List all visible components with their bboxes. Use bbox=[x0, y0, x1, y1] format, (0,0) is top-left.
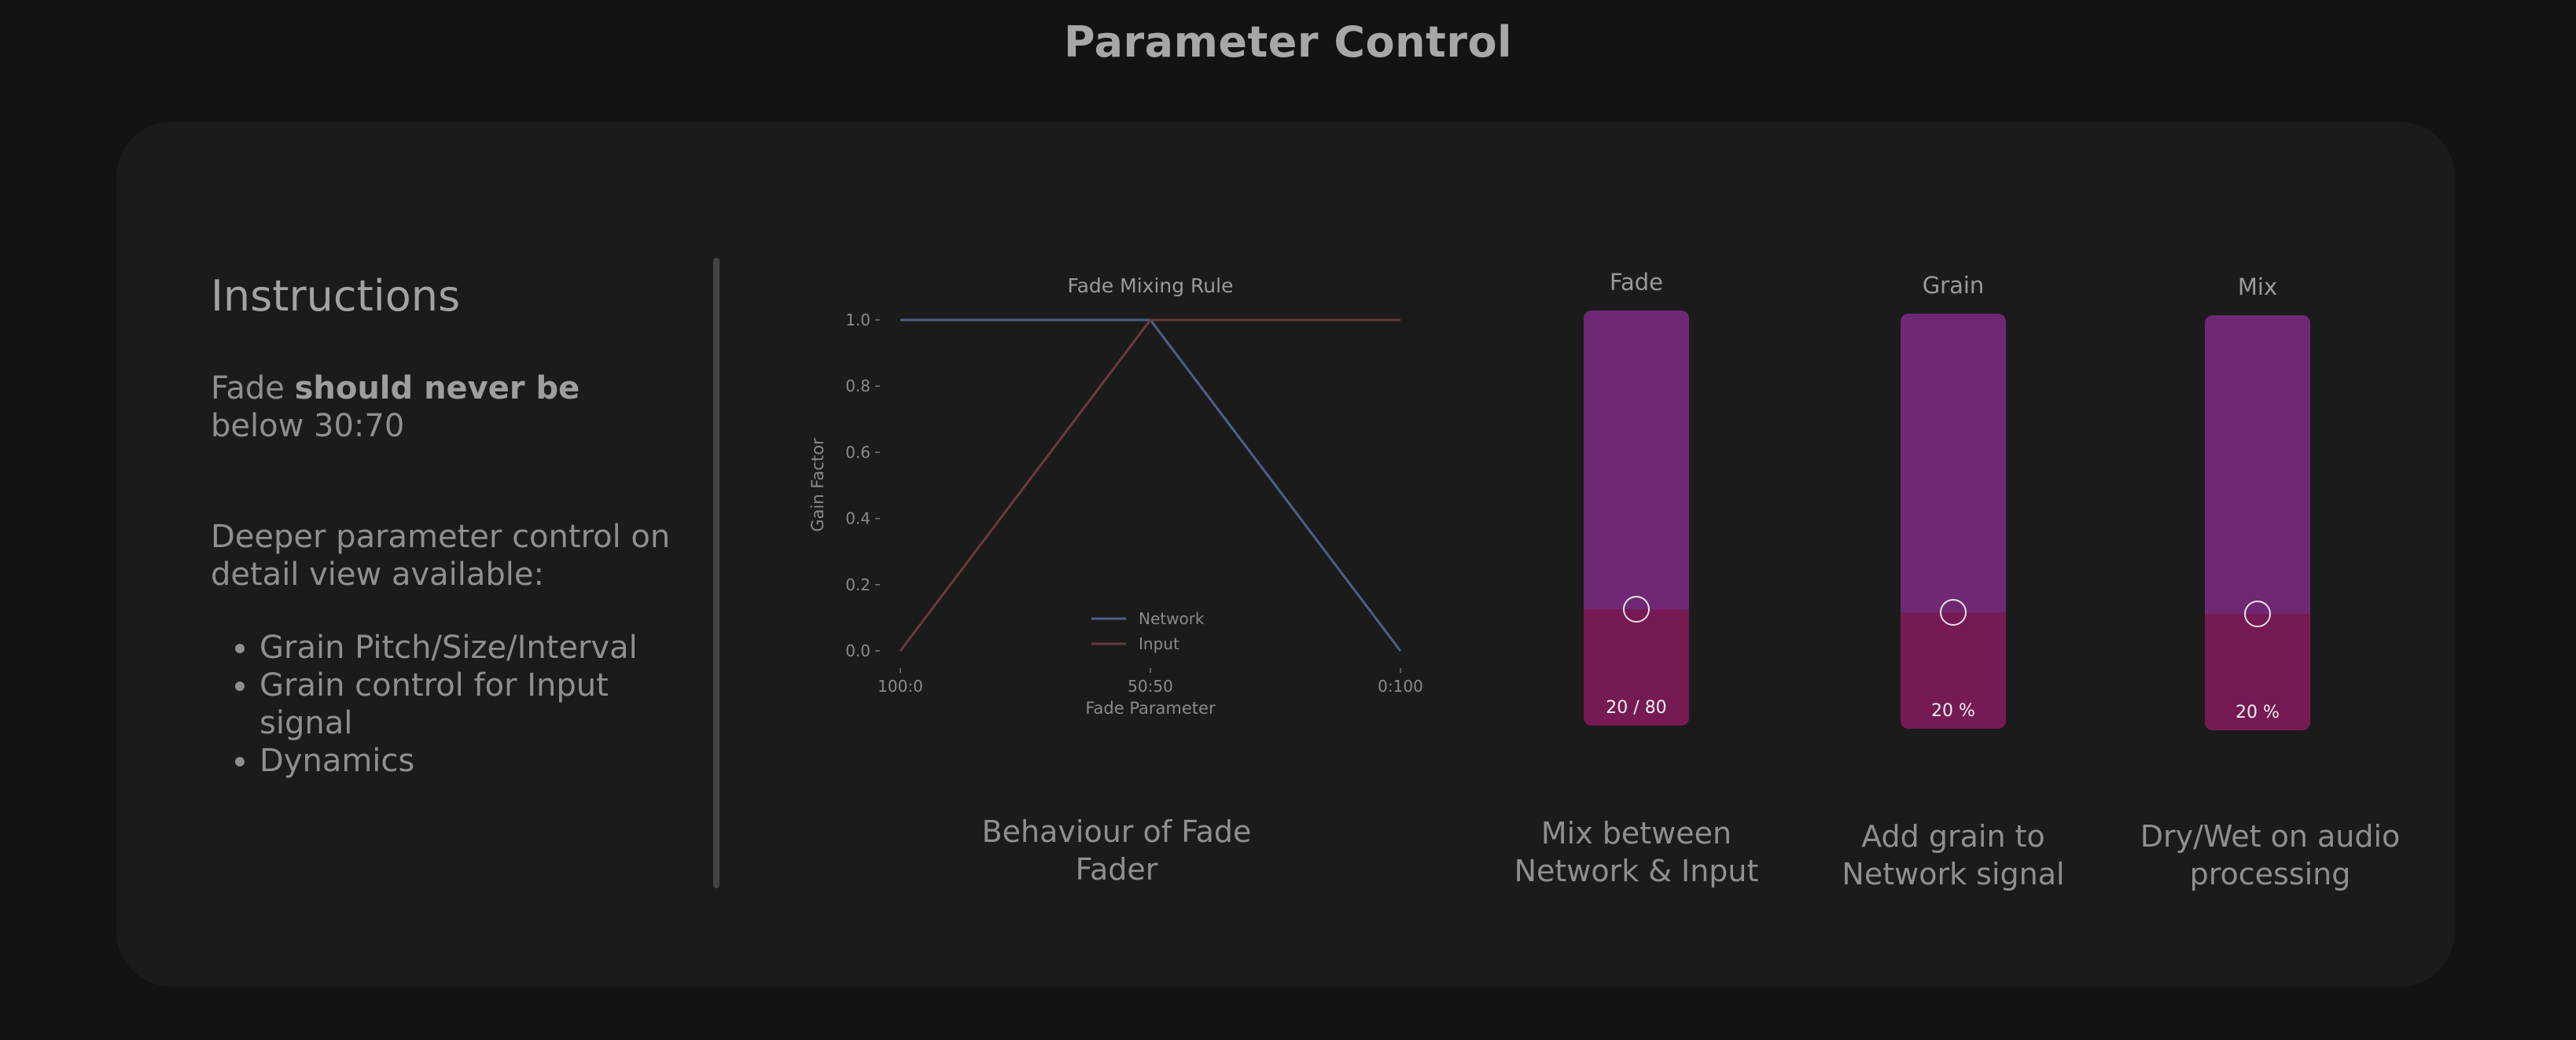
fade-mixing-chart: Fade Mixing Rule Gain Factor Fade Parame… bbox=[802, 263, 1447, 735]
fade-slider-value: 20 / 80 bbox=[1606, 698, 1667, 718]
list-item: Grain control for Input signal bbox=[259, 667, 698, 742]
chart-caption: Behaviour of Fade Fader bbox=[981, 814, 1252, 887]
content-panel bbox=[116, 122, 2455, 987]
grain-slider-handle[interactable] bbox=[1940, 599, 1967, 626]
grain-slider-fill bbox=[1901, 612, 2006, 729]
fade-slider[interactable]: 20 / 80 bbox=[1584, 311, 1689, 726]
x-tick-label: 50:50 bbox=[1128, 677, 1173, 696]
list-item: Dynamics bbox=[259, 742, 698, 780]
y-tick-label: 0.0 bbox=[845, 641, 870, 660]
grain-fader-label: Grain bbox=[1922, 272, 1985, 299]
chart-title: Fade Mixing Rule bbox=[1068, 274, 1234, 297]
chart-xlabel: Fade Parameter bbox=[1085, 699, 1216, 718]
grain-slider[interactable]: 20 % bbox=[1901, 314, 2006, 729]
chart-legend: Network Input bbox=[1091, 609, 1205, 653]
y-tick-label: 1.0 bbox=[845, 311, 870, 329]
legend-label: Network bbox=[1139, 609, 1205, 628]
mix-slider-handle[interactable] bbox=[2244, 601, 2271, 627]
grain-caption: Add grain to Network signal bbox=[1842, 819, 2065, 891]
page-title: Parameter Control bbox=[1063, 17, 1513, 67]
fade-warning-bold: should never be bbox=[294, 370, 580, 406]
list-item: Grain Pitch/Size/Interval bbox=[259, 629, 698, 667]
section-divider bbox=[713, 258, 719, 888]
legend-label: Input bbox=[1139, 634, 1179, 653]
instructions-heading: Instructions bbox=[211, 271, 461, 321]
chart-lines bbox=[899, 318, 1402, 652]
feature-list: Grain Pitch/Size/Interval Grain control … bbox=[211, 629, 698, 780]
chart-ylabel: Gain Factor bbox=[808, 438, 827, 532]
chart-axes: 0.0 0.2 0.4 0.6 0.8 1.0 100:0 50:50 0:100 bbox=[845, 311, 1423, 696]
detail-view-note: Deeper parameter control on detail view … bbox=[211, 519, 671, 593]
y-tick-label: 0.8 bbox=[845, 377, 870, 395]
fade-warning-suffix: below 30:70 bbox=[211, 408, 405, 444]
series-line-input bbox=[899, 318, 1400, 652]
grain-slider-value: 20 % bbox=[1931, 701, 1975, 721]
mix-fader-label: Mix bbox=[2237, 274, 2278, 300]
x-tick-label: 100:0 bbox=[878, 677, 923, 696]
mix-slider-fill bbox=[2205, 614, 2310, 730]
instructions-section: Instructions Fade should never be below 3… bbox=[211, 271, 698, 780]
fade-slider-fill bbox=[1584, 609, 1689, 726]
fade-caption: Mix between Network & Input bbox=[1514, 816, 1759, 888]
series-line-network bbox=[900, 318, 1402, 652]
y-tick-label: 0.6 bbox=[845, 443, 870, 461]
fade-fader-label: Fade bbox=[1609, 269, 1664, 296]
fade-warning-prefix: Fade bbox=[211, 370, 295, 406]
mix-slider[interactable]: 20 % bbox=[2205, 315, 2310, 730]
x-tick-label: 0:100 bbox=[1378, 677, 1423, 696]
y-tick-label: 0.2 bbox=[845, 575, 870, 594]
mix-caption: Dry/Wet on audio processing bbox=[2140, 819, 2401, 891]
chart-svg: Fade Mixing Rule Gain Factor Fade Parame… bbox=[808, 274, 1423, 718]
fade-warning: Fade should never be below 30:70 bbox=[211, 369, 698, 445]
y-tick-label: 0.4 bbox=[845, 509, 870, 528]
fade-slider-handle[interactable] bbox=[1623, 596, 1650, 623]
mix-slider-value: 20 % bbox=[2236, 703, 2280, 722]
